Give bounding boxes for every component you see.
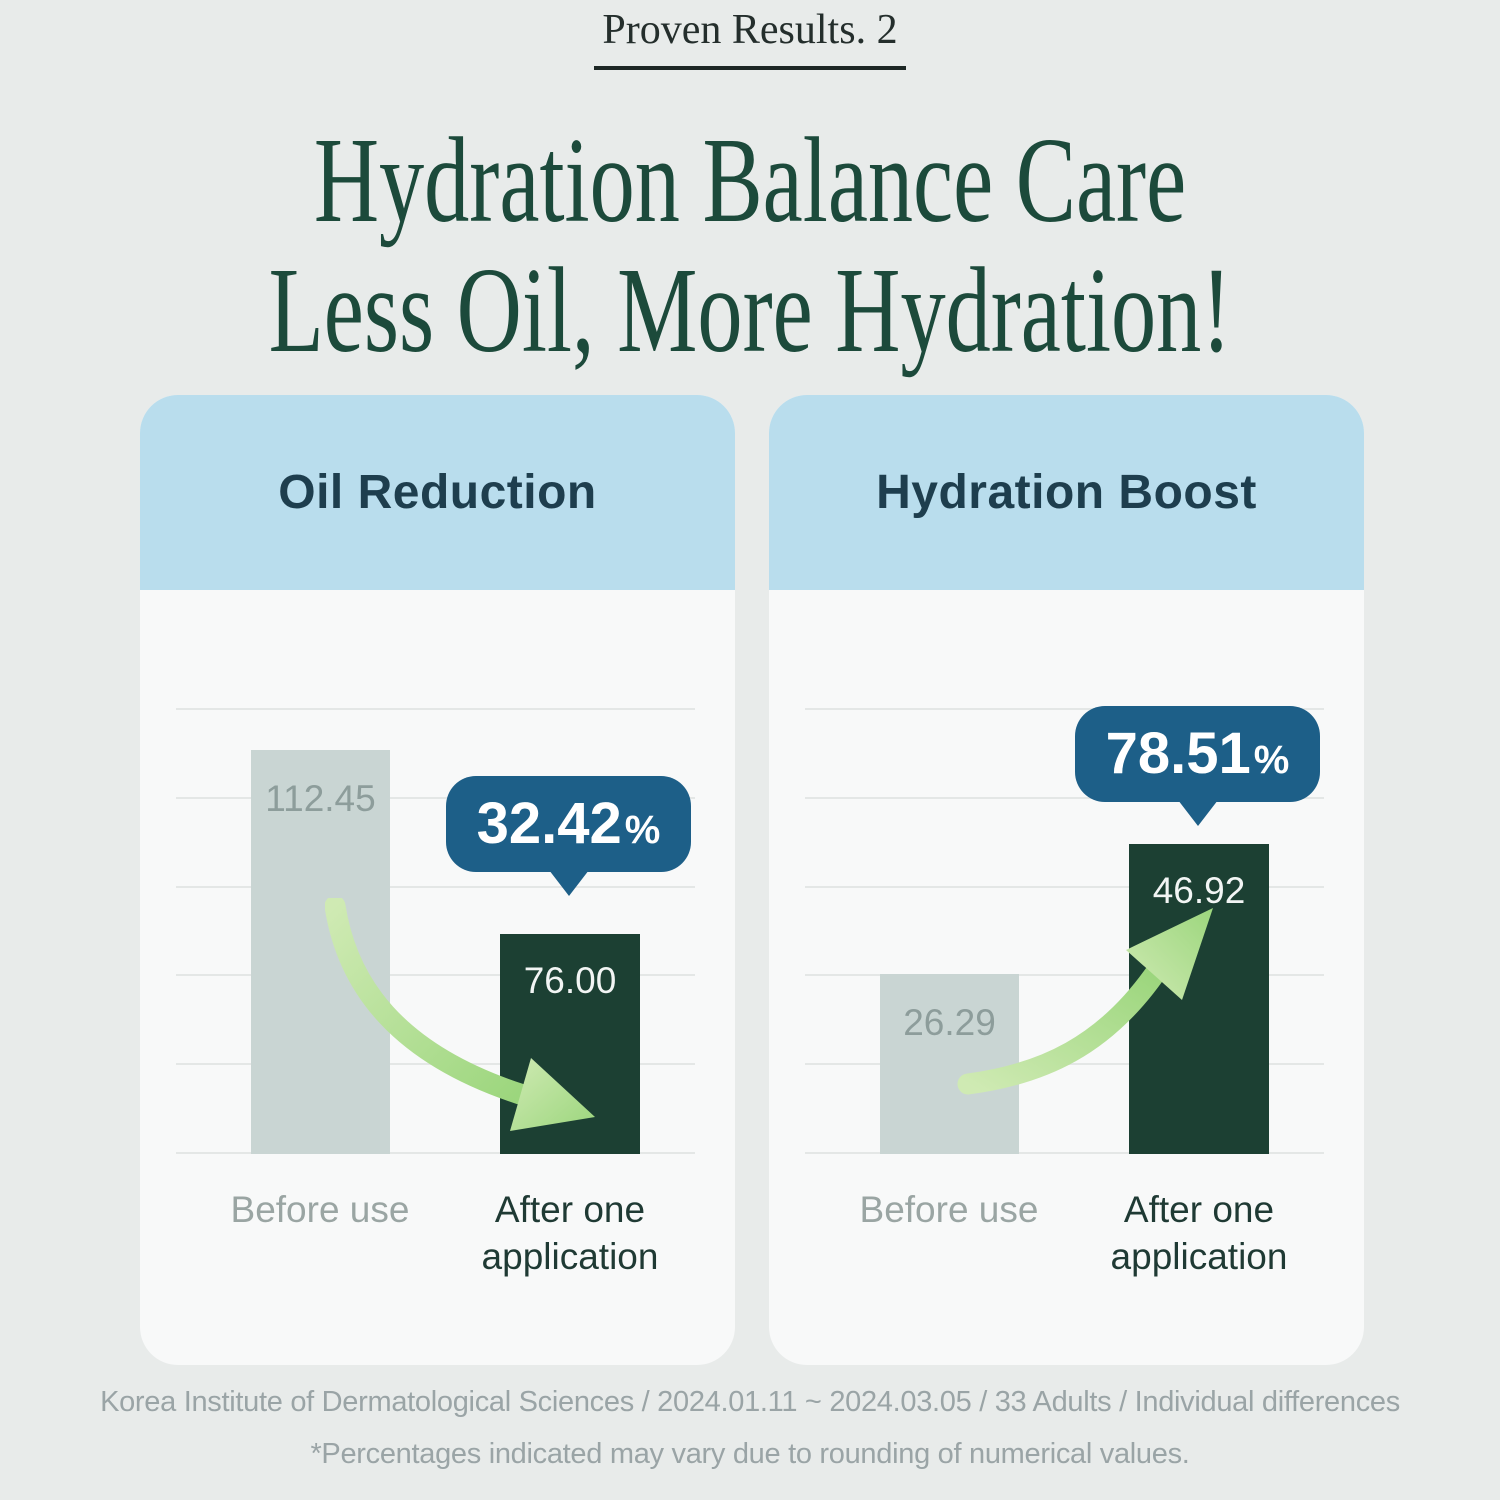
bar-value-label: 76.00 [523, 960, 617, 1001]
category-label-before: Before use [230, 1189, 410, 1230]
bar-before-use [880, 974, 1019, 1154]
card-header-oil-reduction: Oil Reduction [140, 395, 735, 590]
gridline [176, 974, 695, 976]
category-label-before: Before use [859, 1189, 1039, 1230]
increase-arrow-icon [957, 908, 1213, 1095]
bar-before-use [251, 750, 390, 1154]
footer-study-info: Korea Institute of Dermatological Scienc… [100, 1386, 1400, 1418]
results-card-hydration-boost: Hydration Boost 26.29 46.92 [769, 395, 1364, 1365]
category-label-after: After one application [1110, 1189, 1288, 1277]
decrease-arrow-icon [325, 898, 595, 1131]
gridline [805, 886, 1324, 888]
footer-disclaimer: *Percentages indicated may vary due to r… [310, 1438, 1190, 1470]
bar-value-label: 46.92 [1152, 870, 1246, 911]
gridline [805, 1152, 1324, 1154]
gridline [176, 1152, 695, 1154]
bar-value-label: 26.29 [903, 1002, 996, 1043]
page-title-line2: Less Oil, More Hydration! [268, 243, 1232, 378]
gridline [805, 797, 1324, 799]
gridline [805, 974, 1324, 976]
eyebrow-wrap: Proven Results. 2 [0, 6, 1500, 70]
results-card-oil-reduction: Oil Reduction 112.45 76.00 [140, 395, 735, 1365]
category-label-after: After one application [481, 1189, 659, 1277]
hydration-boost-chart: 26.29 46.92 78.51 % Before use After one… [769, 590, 1364, 1365]
change-badge: 32.42 % [446, 776, 691, 896]
card-header-hydration-boost: Hydration Boost [769, 395, 1364, 590]
change-value: 32.42 [476, 791, 622, 856]
gridline [176, 886, 695, 888]
percent-sign: % [624, 808, 661, 852]
bar-value-label: 112.45 [265, 778, 376, 819]
change-value: 78.51 [1105, 721, 1251, 786]
page-title-line1: Hydration Balance Care [313, 113, 1187, 248]
gridline [805, 708, 1324, 710]
bar-after-application [1129, 844, 1269, 1154]
eyebrow-title: Proven Results. 2 [594, 6, 906, 70]
change-badge: 78.51 % [1075, 706, 1320, 826]
page-title: Hydration Balance Care Less Oil, More Hy… [0, 116, 1500, 376]
percent-sign: % [1253, 738, 1290, 782]
gridline [176, 708, 695, 710]
gridline [176, 797, 695, 799]
oil-reduction-chart: 112.45 76.00 32.42 % Before use After on… [140, 590, 735, 1365]
